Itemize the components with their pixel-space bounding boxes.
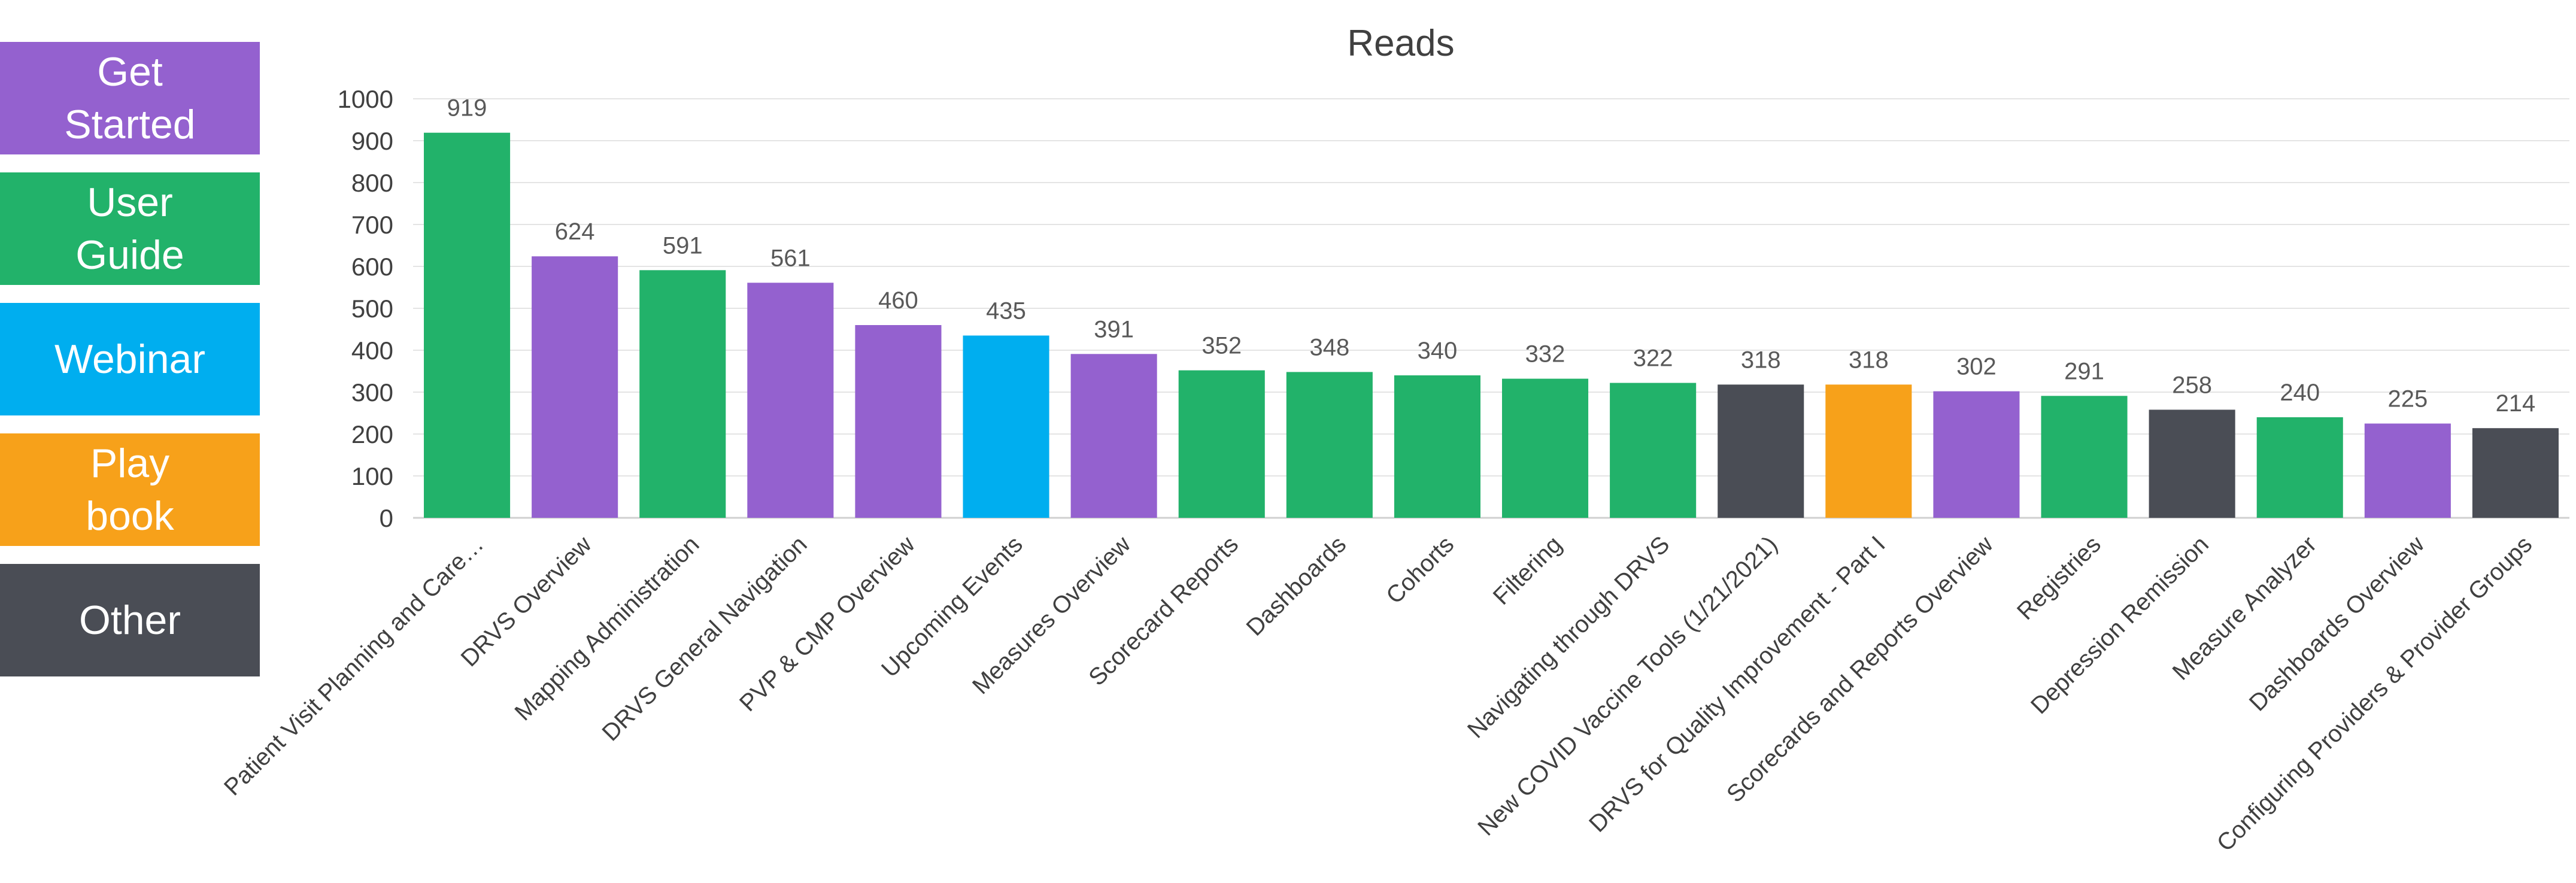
legend-user-guide-label: Guide xyxy=(75,232,184,278)
legend-webinar: Webinar xyxy=(0,303,260,415)
x-tick-label: Depression Remission xyxy=(2026,531,2214,719)
bar xyxy=(2472,428,2559,518)
x-tick-label: PVP & CMP Overview xyxy=(735,531,920,717)
legend-other: Other xyxy=(0,564,260,676)
bar xyxy=(2364,423,2451,518)
y-tick-label: 900 xyxy=(351,127,393,155)
data-labels: 919 624 591 561 460 435 391 352 348 340 332 322 318 3… xyxy=(447,95,2536,417)
data-label: 919 xyxy=(447,95,487,122)
x-tick-label: Navigating through DRVS xyxy=(1463,531,1674,743)
chart-title: Reads xyxy=(1347,23,1454,64)
bar xyxy=(1933,391,2020,518)
x-tick-label: Dashboards xyxy=(1242,531,1352,641)
bar xyxy=(639,270,726,518)
bar xyxy=(1178,370,1265,518)
data-label: 340 xyxy=(1418,338,1458,364)
data-label: 460 xyxy=(878,287,918,314)
data-label: 322 xyxy=(1633,345,1673,372)
legend-get-started-label: Get xyxy=(97,49,163,95)
bar xyxy=(747,283,834,518)
y-tick-label: 700 xyxy=(351,211,393,239)
y-axis-ticks: 0 100 200 300 400 500 600 700 800 900 1000 xyxy=(338,85,393,532)
y-tick-label: 200 xyxy=(351,420,393,448)
y-tick-label: 800 xyxy=(351,169,393,197)
x-tick-label: Filtering xyxy=(1488,531,1567,610)
legend-other-label: Other xyxy=(78,597,181,643)
data-label: 318 xyxy=(1741,347,1781,373)
y-tick-label: 100 xyxy=(351,462,393,490)
data-label: 561 xyxy=(770,245,811,271)
bar xyxy=(855,325,942,518)
legend-get-started: Get Started xyxy=(0,42,260,154)
x-tick-label: Cohorts xyxy=(1381,531,1459,609)
data-label: 302 xyxy=(1956,354,1997,380)
data-label: 391 xyxy=(1094,316,1134,342)
x-tick-label: Patient Visit Planning and Care… xyxy=(219,531,489,800)
data-label: 332 xyxy=(1525,341,1565,368)
x-axis-labels: Patient Visit Planning and Care…DRVS Ove… xyxy=(219,531,2537,857)
legend-user-guide: User Guide xyxy=(0,172,260,285)
data-label: 240 xyxy=(2280,380,2320,406)
bar xyxy=(2041,396,2128,518)
legend-playbook-label: Play xyxy=(90,441,170,486)
data-label: 258 xyxy=(2172,372,2212,398)
y-tick-label: 500 xyxy=(351,295,393,323)
bar xyxy=(2256,417,2343,518)
data-label: 348 xyxy=(1309,334,1349,360)
bar xyxy=(963,335,1049,518)
data-label: 214 xyxy=(2496,390,2536,417)
bar xyxy=(2149,409,2235,518)
data-label: 318 xyxy=(1849,347,1889,373)
x-tick-label: Registries xyxy=(2012,531,2106,625)
y-tick-label: 1000 xyxy=(338,85,393,113)
legend-get-started-label: Started xyxy=(64,102,196,147)
bar xyxy=(1394,375,1480,518)
gridlines xyxy=(413,98,2569,519)
data-label: 591 xyxy=(663,232,703,259)
data-label: 225 xyxy=(2387,386,2428,412)
bars xyxy=(424,132,2559,518)
data-label: 291 xyxy=(2064,358,2104,384)
y-tick-label: 300 xyxy=(351,378,393,406)
y-tick-label: 400 xyxy=(351,336,393,365)
bar xyxy=(424,132,511,518)
data-label: 352 xyxy=(1201,333,1242,359)
legend-playbook-label: book xyxy=(86,493,174,539)
bar xyxy=(1502,378,1589,518)
bar xyxy=(1286,372,1373,518)
bar xyxy=(1070,354,1157,518)
x-tick-label: DRVS General Navigation xyxy=(597,531,812,746)
bar xyxy=(1718,384,1804,518)
legend-webinar-label: Webinar xyxy=(54,336,205,382)
x-tick-label: Dashboards Overview xyxy=(2244,531,2429,716)
y-tick-label: 600 xyxy=(351,253,393,281)
bar xyxy=(1825,384,1912,518)
x-tick-label: Mapping Administration xyxy=(509,531,704,726)
data-label: 624 xyxy=(555,219,595,245)
data-label: 435 xyxy=(986,298,1026,324)
legend-playbook: Play book xyxy=(0,433,260,546)
y-tick-label: 0 xyxy=(380,504,393,532)
bar xyxy=(1610,383,1697,518)
legend-user-guide-label: User xyxy=(87,180,173,225)
bar xyxy=(532,256,618,518)
